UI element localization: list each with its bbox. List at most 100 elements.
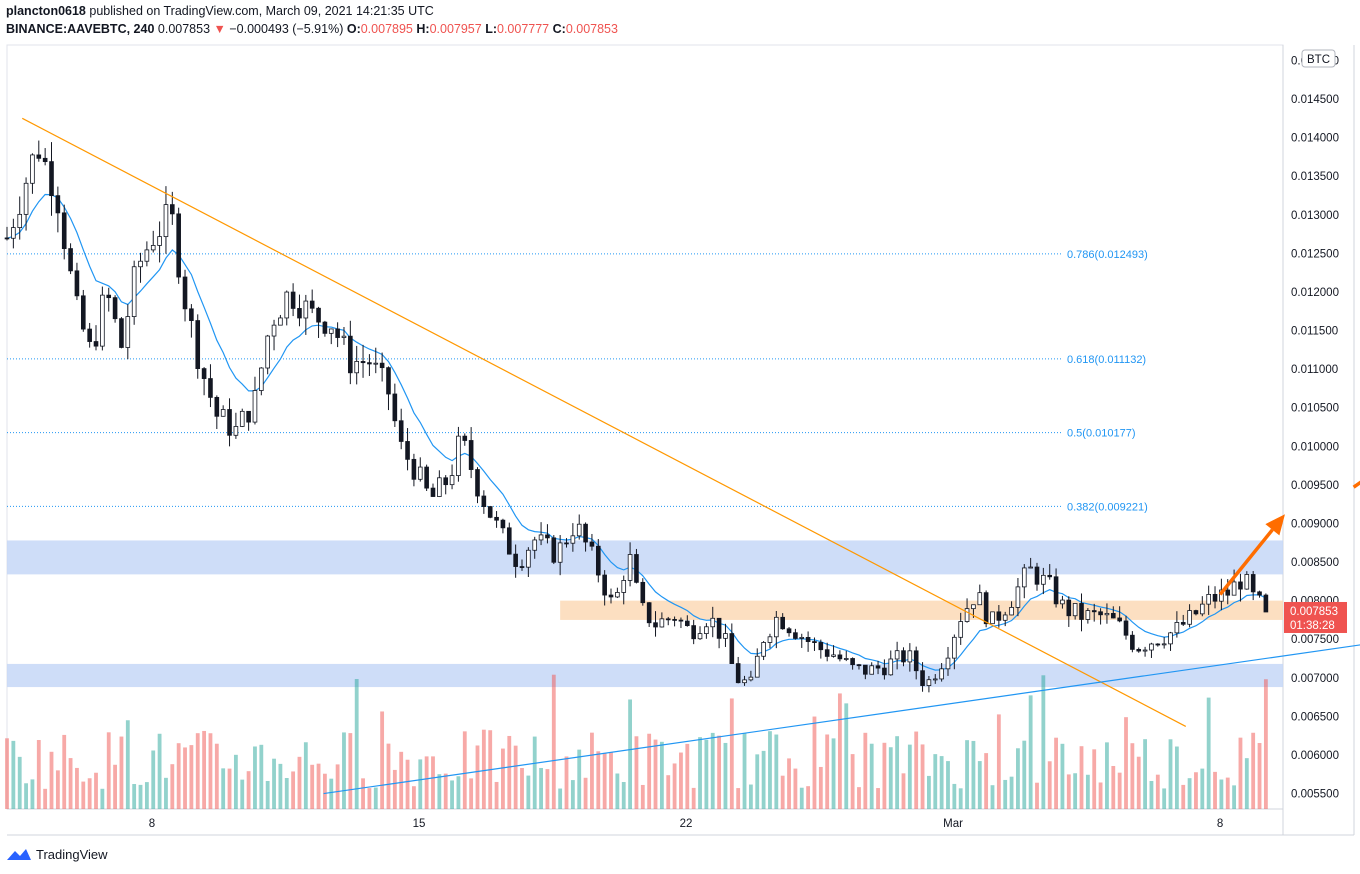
candle-body[interactable] [1206, 593, 1211, 605]
candle-body[interactable] [875, 665, 881, 669]
candle-body[interactable] [170, 204, 175, 215]
candle-body[interactable] [1110, 612, 1116, 619]
candle-body[interactable] [303, 300, 309, 319]
author-name[interactable]: plancton0618 [6, 4, 86, 18]
candle-body[interactable] [1130, 634, 1135, 650]
candle-body[interactable] [417, 466, 423, 480]
candle-body[interactable] [443, 477, 449, 486]
candle-body[interactable] [735, 663, 741, 684]
candle-body[interactable] [583, 523, 588, 543]
candle-body[interactable] [704, 626, 709, 635]
candle-body[interactable] [1174, 622, 1180, 634]
candle-body[interactable] [316, 307, 321, 323]
candle-body[interactable] [456, 435, 461, 476]
candle-body[interactable] [1060, 599, 1065, 605]
candle-body[interactable] [932, 678, 938, 681]
candle-body[interactable] [920, 670, 925, 686]
trendline-ascending[interactable] [323, 517, 1360, 795]
candle-body[interactable] [678, 619, 684, 622]
candle-body[interactable] [462, 435, 468, 441]
candle-body[interactable] [1047, 574, 1053, 578]
candle-body[interactable] [723, 633, 728, 639]
candle-body[interactable] [360, 361, 366, 364]
candle-body[interactable] [208, 378, 213, 398]
trendline-descending[interactable] [21, 117, 1187, 727]
candle-body[interactable] [1168, 632, 1173, 645]
candle-body[interactable] [685, 620, 690, 627]
candle-body[interactable] [271, 324, 277, 337]
candle-body[interactable] [163, 204, 169, 238]
candle-body[interactable] [106, 294, 112, 299]
candle-body[interactable] [913, 650, 919, 672]
candle-body[interactable] [487, 506, 493, 518]
candle-body[interactable] [869, 665, 874, 675]
candle-body[interactable] [767, 636, 773, 643]
candle-body[interactable] [87, 328, 92, 342]
candle-body[interactable] [405, 441, 410, 460]
candle-body[interactable] [265, 335, 270, 369]
candle-body[interactable] [729, 633, 735, 664]
candle-body[interactable] [1079, 603, 1084, 620]
candle-body[interactable] [500, 519, 506, 529]
candle-body[interactable] [322, 321, 328, 334]
candle-body[interactable] [602, 574, 607, 596]
candle-body[interactable] [93, 341, 99, 347]
candle-body[interactable] [176, 213, 181, 278]
candle-body[interactable] [80, 295, 86, 330]
candle-body[interactable] [983, 592, 989, 625]
candle-body[interactable] [754, 655, 760, 678]
candle-body[interactable] [659, 618, 665, 628]
candle-body[interactable] [61, 212, 67, 249]
candle-body[interactable] [1136, 648, 1142, 652]
candle-body[interactable] [227, 409, 232, 436]
candle-body[interactable] [665, 618, 671, 621]
candle-body[interactable] [182, 276, 188, 310]
candle-body[interactable] [1161, 643, 1167, 646]
candle-body[interactable] [882, 667, 887, 676]
candle-body[interactable] [824, 649, 830, 657]
candle-body[interactable] [786, 628, 792, 634]
candle-body[interactable] [907, 650, 913, 663]
candle-body[interactable] [17, 213, 23, 228]
candle-body[interactable] [354, 361, 359, 374]
candle-body[interactable] [1180, 622, 1186, 625]
candle-body[interactable] [430, 487, 436, 497]
candle-body[interactable] [532, 539, 538, 551]
candle-body[interactable] [1200, 603, 1205, 615]
candle-body[interactable] [780, 616, 785, 630]
candle-body[interactable] [468, 440, 474, 470]
candle-body[interactable] [1021, 567, 1027, 588]
zone-resistance[interactable] [7, 540, 1283, 575]
candle-body[interactable] [201, 368, 207, 379]
candle-body[interactable] [1250, 574, 1256, 593]
candle-body[interactable] [1117, 617, 1122, 622]
candle-body[interactable] [1231, 581, 1237, 596]
candle-body[interactable] [55, 195, 61, 214]
last-price-tag[interactable] [1284, 601, 1347, 633]
candle-body[interactable] [977, 592, 983, 606]
candle-body[interactable] [634, 554, 639, 583]
candle-body[interactable] [805, 637, 811, 642]
candle-body[interactable] [526, 549, 531, 568]
candle-body[interactable] [608, 594, 614, 598]
candle-body[interactable] [615, 592, 620, 598]
candle-body[interactable] [621, 580, 627, 593]
candle-body[interactable] [157, 236, 162, 246]
candle-body[interactable] [926, 679, 932, 686]
candle-body[interactable] [564, 542, 569, 545]
tradingview-logo[interactable]: TradingView [6, 846, 108, 862]
candle-body[interactable] [100, 294, 105, 347]
candle-body[interactable] [1187, 610, 1192, 625]
candle-body[interactable] [259, 367, 264, 391]
candle-body[interactable] [252, 390, 258, 423]
candle-body[interactable] [297, 308, 302, 319]
candle-body[interactable] [475, 469, 480, 497]
arrow-shaft-0[interactable] [1218, 528, 1274, 596]
candle-body[interactable] [1066, 599, 1072, 617]
candle-body[interactable] [328, 328, 334, 334]
candle-body[interactable] [379, 362, 385, 369]
candle-body[interactable] [392, 393, 398, 422]
candle-body[interactable] [284, 291, 290, 319]
candle-body[interactable] [125, 316, 131, 348]
